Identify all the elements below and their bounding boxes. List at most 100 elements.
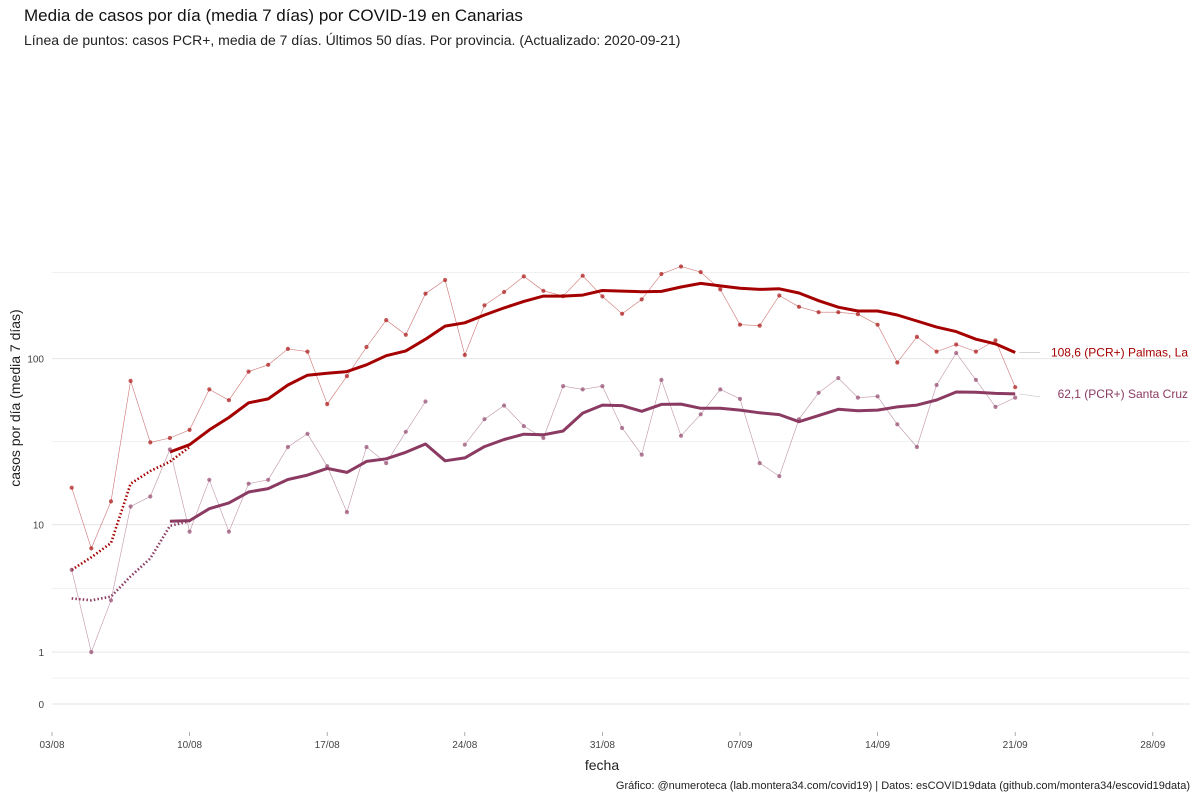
daily-point (226, 398, 231, 403)
daily-point (502, 403, 507, 408)
x-tick-label: 17/08 (315, 740, 340, 751)
y-tick-label: 0 (38, 700, 44, 711)
daily-point (128, 504, 133, 509)
daily-point (973, 377, 979, 382)
daily-point (875, 322, 880, 327)
daily-point (167, 435, 172, 441)
x-tick-label: 24/08 (452, 740, 477, 751)
daily-point (620, 311, 625, 316)
daily-point (698, 270, 703, 275)
daily-point (403, 429, 408, 434)
daily-point (108, 598, 114, 603)
daily-point (266, 362, 271, 367)
daily-point (816, 310, 821, 315)
daily-point (855, 395, 861, 400)
daily-point (620, 425, 625, 431)
series-end-label: 108,6 (PCR+) Palmas, La (1051, 346, 1188, 360)
daily-point (836, 375, 841, 381)
x-tick-label: 10/08 (177, 740, 202, 751)
daily-point (266, 477, 271, 482)
avg-dotted-line (70, 445, 191, 571)
daily-point (796, 304, 802, 309)
daily-point (777, 474, 782, 479)
daily-point (639, 297, 644, 302)
daily-point (659, 377, 664, 382)
y-axis-title: casos por día (media 7 días) (7, 309, 23, 486)
daily-point (384, 318, 389, 323)
daily-point (344, 374, 349, 379)
daily-point (462, 442, 467, 447)
daily-point (580, 387, 585, 392)
daily-point (246, 481, 251, 486)
series-end-label: 62,1 (PCR+) Santa Cruz (1058, 387, 1188, 401)
daily-point (954, 350, 959, 356)
daily-point (69, 567, 74, 573)
daily-point (600, 294, 605, 299)
daily-point (836, 310, 841, 315)
daily-point (305, 349, 310, 354)
daily-point (1013, 395, 1018, 400)
daily-point (816, 390, 821, 395)
daily-point (364, 344, 369, 350)
daily-point (108, 499, 114, 504)
daily-point (718, 387, 723, 392)
daily-point (914, 334, 920, 339)
x-tick-label: 28/09 (1140, 740, 1165, 751)
daily-point (954, 342, 959, 347)
daily-point (875, 394, 880, 399)
daily-point (561, 384, 566, 389)
daily-point (541, 288, 546, 293)
daily-point (226, 529, 231, 534)
daily-point (128, 378, 133, 383)
daily-point (207, 387, 212, 392)
daily-point (521, 274, 526, 279)
chart-title: Media de casos por día (media 7 días) po… (24, 6, 523, 25)
chart-caption: Gráfico: @numeroteca (lab.montera34.com/… (615, 780, 1190, 792)
daily-point (855, 312, 861, 317)
y-tick-label: 100 (27, 355, 44, 366)
daily-point (934, 349, 939, 354)
daily-point (757, 323, 762, 328)
daily-point (1013, 385, 1018, 390)
x-axis-title: fecha (585, 757, 619, 773)
daily-point (403, 332, 408, 337)
daily-point (482, 303, 487, 308)
daily-point (718, 287, 723, 292)
daily-point (285, 346, 290, 351)
daily-point (678, 433, 684, 438)
x-tick-label: 31/08 (590, 740, 615, 751)
daily-point (895, 422, 900, 427)
daily-point (482, 417, 487, 422)
daily-point (344, 509, 349, 515)
daily-point (678, 264, 684, 269)
daily-point (737, 396, 743, 401)
daily-point (187, 427, 192, 432)
daily-point (89, 650, 94, 655)
daily-point (777, 293, 782, 298)
chart-subtitle: Línea de puntos: casos PCR+, media de 7 … (24, 32, 681, 48)
daily-point (521, 424, 526, 429)
daily-point (737, 322, 743, 327)
daily-point (502, 289, 507, 295)
label-connector (1019, 393, 1041, 398)
x-tick-label: 21/09 (1003, 740, 1028, 751)
daily-point (148, 494, 153, 499)
avg-line (169, 281, 1016, 454)
y-tick-label: 10 (33, 521, 45, 532)
plot-area: 108,6 (PCR+) Palmas, La 62,1 (PCR+) Santa… (69, 264, 1188, 655)
daily-point (325, 402, 330, 407)
daily-point (580, 273, 585, 278)
daily-point (462, 352, 467, 358)
daily-point (757, 461, 762, 466)
daily-point (443, 277, 448, 283)
x-tick-label: 07/09 (727, 740, 752, 751)
daily-point (993, 338, 998, 343)
daily-point (423, 399, 428, 404)
axis-ticks: 0 1 10 100 03/08 10/08 17/08 24/08 31/08 07/09 14/… (27, 355, 1165, 751)
x-tick-label: 03/08 (39, 740, 64, 751)
daily-point (993, 404, 998, 409)
daily-point (698, 412, 703, 417)
avg-line (169, 390, 1016, 523)
daily-point (934, 382, 939, 388)
